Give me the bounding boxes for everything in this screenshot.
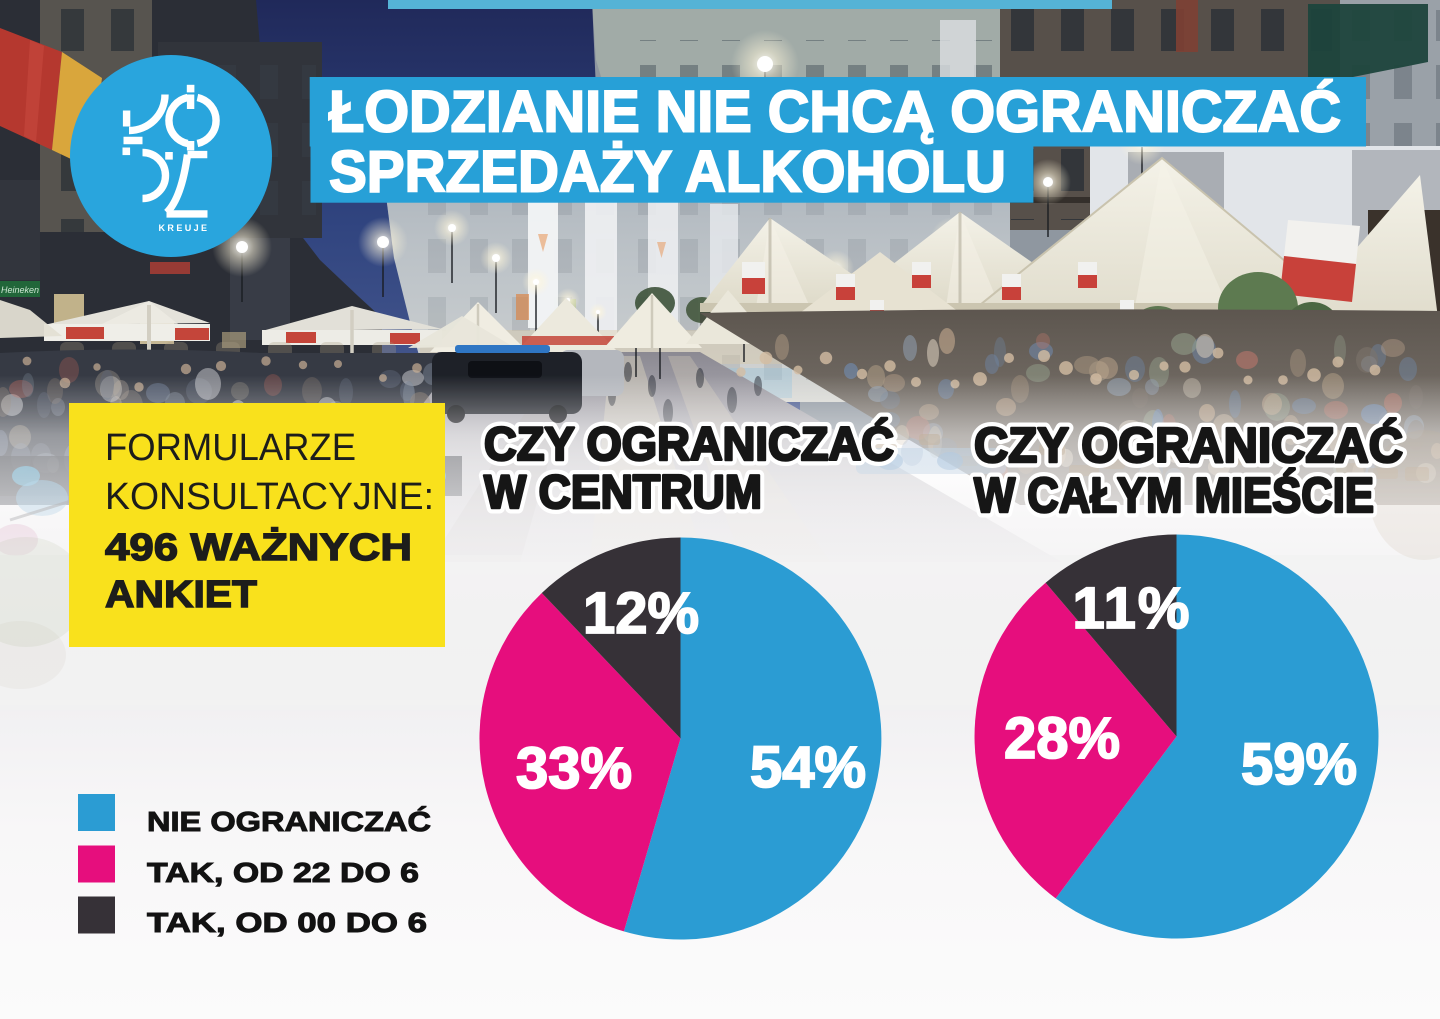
svg-text:NIE OGRANICZAĆ: NIE OGRANICZAĆ (147, 806, 431, 837)
svg-text:11%: 11% (1073, 576, 1192, 641)
svg-text:KREUJE: KREUJE (159, 223, 210, 233)
svg-text:FORMULARZE: FORMULARZE (105, 427, 356, 469)
svg-text:ANKIET: ANKIET (105, 574, 257, 616)
svg-text:Heineken: Heineken (1, 285, 39, 295)
svg-text:W CENTRUM: W CENTRUM (484, 465, 762, 518)
svg-text:W CENTRUM: W CENTRUM (484, 465, 762, 518)
svg-text:W CAŁYM MIEŚCIE: W CAŁYM MIEŚCIE (974, 468, 1374, 523)
svg-text:CZY OGRANICZAĆ: CZY OGRANICZAĆ (974, 418, 1403, 473)
svg-text:33%: 33% (516, 736, 632, 801)
svg-text:496 WAŻNYCH: 496 WAŻNYCH (105, 527, 412, 569)
svg-text:W CAŁYM MIEŚCIE: W CAŁYM MIEŚCIE (974, 468, 1374, 523)
svg-text:SPRZEDAŻY ALKOHOLU: SPRZEDAŻY ALKOHOLU (329, 140, 1006, 205)
svg-text:KONSULTACYJNE:: KONSULTACYJNE: (105, 476, 434, 518)
svg-text:59%: 59% (1241, 732, 1357, 797)
svg-text:28%: 28% (1004, 706, 1120, 771)
svg-text:CZY OGRANICZAĆ: CZY OGRANICZAĆ (484, 417, 894, 470)
svg-text:ŁODZIANIE NIE CHCĄ OGRANICZAĆ: ŁODZIANIE NIE CHCĄ OGRANICZAĆ (329, 80, 1341, 145)
svg-text:12%: 12% (583, 581, 699, 646)
svg-text:CZY OGRANICZAĆ: CZY OGRANICZAĆ (484, 417, 894, 470)
svg-text:CZY OGRANICZAĆ: CZY OGRANICZAĆ (974, 418, 1403, 473)
svg-text:54%: 54% (750, 735, 866, 800)
svg-text:TAK, OD 22 DO 6: TAK, OD 22 DO 6 (147, 857, 419, 888)
svg-text:TAK, OD 00 DO 6: TAK, OD 00 DO 6 (147, 907, 427, 938)
